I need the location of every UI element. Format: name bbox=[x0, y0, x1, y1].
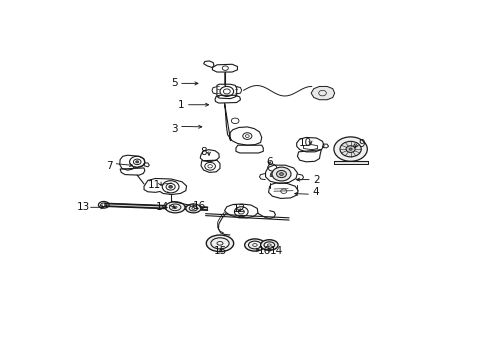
Text: 1: 1 bbox=[178, 100, 185, 110]
Circle shape bbox=[334, 137, 368, 161]
Text: 15: 15 bbox=[214, 246, 227, 256]
Ellipse shape bbox=[264, 242, 275, 248]
Circle shape bbox=[346, 146, 355, 152]
Polygon shape bbox=[105, 203, 207, 210]
Ellipse shape bbox=[245, 239, 265, 251]
Text: 7: 7 bbox=[106, 161, 112, 171]
Text: 3: 3 bbox=[171, 124, 178, 134]
Polygon shape bbox=[311, 86, 335, 100]
Ellipse shape bbox=[261, 240, 278, 250]
Circle shape bbox=[349, 148, 352, 150]
Ellipse shape bbox=[211, 238, 229, 249]
Circle shape bbox=[136, 161, 139, 163]
Circle shape bbox=[340, 141, 361, 157]
Text: 16: 16 bbox=[193, 201, 206, 211]
Text: 14: 14 bbox=[156, 202, 169, 212]
Circle shape bbox=[276, 170, 287, 177]
Text: 14: 14 bbox=[270, 246, 283, 256]
Text: 12: 12 bbox=[232, 204, 245, 214]
Text: 6: 6 bbox=[266, 157, 272, 167]
Circle shape bbox=[169, 185, 172, 188]
Circle shape bbox=[272, 167, 291, 181]
Text: 2: 2 bbox=[313, 175, 320, 185]
Text: 4: 4 bbox=[312, 186, 319, 197]
Polygon shape bbox=[334, 161, 368, 163]
Ellipse shape bbox=[170, 204, 181, 211]
Text: 13: 13 bbox=[76, 202, 90, 212]
Text: 5: 5 bbox=[171, 78, 178, 89]
Text: 11: 11 bbox=[148, 180, 161, 190]
Ellipse shape bbox=[248, 241, 261, 249]
Ellipse shape bbox=[206, 235, 234, 252]
Text: 10: 10 bbox=[299, 138, 312, 148]
Text: 8: 8 bbox=[201, 147, 207, 157]
Ellipse shape bbox=[165, 202, 185, 213]
Text: 9: 9 bbox=[359, 139, 366, 149]
Text: 16: 16 bbox=[257, 246, 270, 256]
Ellipse shape bbox=[186, 204, 201, 213]
Circle shape bbox=[280, 173, 283, 175]
